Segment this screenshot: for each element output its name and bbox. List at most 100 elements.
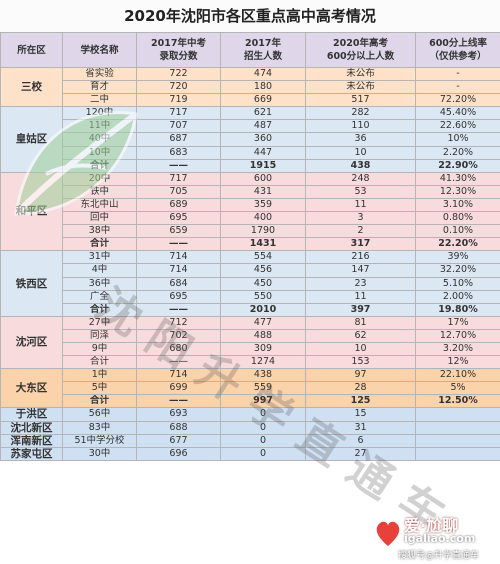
value-cell: 未公布 (305, 66, 416, 82)
heart-logo-icon (376, 521, 400, 546)
value-cell: 438 (220, 368, 306, 383)
value-cell: 659 (136, 224, 221, 239)
value-cell: 97 (305, 368, 416, 383)
school-cell: 11中 (62, 119, 137, 134)
district-cell: 铁西区 (0, 250, 63, 317)
table-row: 二中 719 669 517 72.20% (1, 93, 500, 108)
value-cell: 62 (305, 328, 416, 343)
value-cell: 474 (220, 66, 306, 82)
value-cell: 10% (415, 132, 500, 147)
value-cell: 714 (136, 263, 221, 278)
school-cell: 铁中 (62, 184, 137, 199)
value-cell: 696 (136, 446, 221, 461)
value-cell: 554 (220, 250, 306, 265)
value-cell: 28 (305, 381, 416, 396)
table-row: 育才 720 180 未公布 - (1, 80, 500, 95)
value-cell: 248 (305, 171, 416, 186)
school-cell: 9中 (62, 341, 137, 357)
value-cell: 0.80% (415, 211, 500, 226)
table-row: 皇姑区 120中 717 621 282 45.40% (0, 106, 500, 173)
table-row: 大东区 1中 714 438 97 22.10% (0, 368, 500, 409)
value-cell: —— (136, 158, 221, 173)
table-row: 同泽 702 488 62 12.70% (1, 328, 500, 343)
table-row: 合计 —— 2010 397 19.80% (1, 302, 500, 317)
value-cell: 53 (305, 184, 416, 199)
value-cell: 456 (220, 263, 306, 278)
logo-brand: 爱·尬聊 (404, 516, 459, 535)
value-cell: 487 (220, 119, 306, 134)
district-cell: 苏家屯区 (0, 446, 63, 461)
value-cell: 12.70% (415, 328, 500, 343)
value-cell: 0 (220, 407, 306, 422)
value-cell: 707 (136, 119, 221, 134)
value-cell (415, 446, 500, 461)
school-cell: 广全 (62, 289, 137, 304)
school-cell: 10中 (62, 145, 137, 160)
value-cell: —— (136, 355, 221, 370)
value-cell (415, 420, 500, 435)
school-cell: 合计 (62, 355, 137, 370)
value-cell: 15 (305, 407, 416, 422)
school-cell: 二中 (62, 93, 137, 108)
value-cell: 12.30% (415, 184, 500, 199)
school-cell: 东北中山 (62, 197, 137, 213)
value-cell: 180 (220, 80, 306, 95)
value-cell: 317 (305, 237, 416, 252)
district-cell: 沈北新区 (0, 420, 63, 435)
value-cell: 11 (305, 197, 416, 213)
scores-table: 所在区 学校名称 2017年中考 录取分数 2017年 招生人数 2020年高考… (0, 32, 500, 461)
value-cell: 22.10% (415, 368, 500, 383)
value-cell: 1915 (220, 158, 306, 173)
table-row: 沈河区 27中 712 477 81 17% (0, 315, 500, 370)
value-cell: 2.20% (415, 145, 500, 160)
value-cell: 997 (220, 394, 306, 409)
value-cell: 39% (415, 250, 500, 265)
school-cell: 4中 (62, 263, 137, 278)
school-cell: 合计 (62, 158, 137, 173)
school-cell: 36中 (62, 276, 137, 291)
value-cell: 400 (220, 211, 306, 226)
value-cell: 1431 (220, 237, 306, 252)
value-cell: 3 (305, 211, 416, 226)
school-cell: 38中 (62, 224, 137, 239)
value-cell: 27 (305, 446, 416, 461)
value-cell: 719 (136, 93, 221, 108)
value-cell: 11 (305, 289, 416, 304)
value-cell: —— (136, 302, 221, 317)
value-cell: 705 (136, 184, 221, 199)
value-cell: 688 (136, 420, 221, 435)
value-cell (415, 433, 500, 448)
value-cell: 81 (305, 315, 416, 330)
value-cell: 0 (220, 446, 306, 461)
value-cell: 10 (305, 341, 416, 357)
page-title: 2020年沈阳市各区重点高中高考情况 (0, 0, 500, 32)
table-row: 合计 —— 1915 438 22.90% (1, 158, 500, 173)
table-row: 于洪区 56中 693 0 15 (0, 407, 500, 422)
value-cell: 5.10% (415, 276, 500, 291)
value-cell: —— (136, 394, 221, 409)
value-cell (415, 407, 500, 422)
table-row: 38中 659 1790 2 0.10% (1, 224, 500, 239)
table-row: 回中 695 400 3 0.80% (1, 211, 500, 226)
value-cell: 550 (220, 289, 306, 304)
value-cell: 693 (136, 407, 221, 422)
value-cell: 680 (136, 341, 221, 357)
value-cell: 684 (136, 276, 221, 291)
school-cell: 育才 (62, 80, 137, 95)
value-cell: 22.20% (415, 237, 500, 252)
table-row: 10中 683 447 10 2.20% (1, 145, 500, 160)
school-cell: 51中学分校 (62, 433, 137, 448)
value-cell: 147 (305, 263, 416, 278)
district-cell: 三校 (0, 66, 63, 108)
table-row: 4中 714 456 147 32.20% (1, 263, 500, 278)
table-row: 三校 省实验 722 474 未公布 - (0, 66, 500, 108)
header-school: 学校名称 (62, 32, 137, 68)
value-cell: 32.20% (415, 263, 500, 278)
value-cell: 31 (305, 420, 416, 435)
value-cell: 1274 (220, 355, 306, 370)
value-cell: 3.20% (415, 341, 500, 357)
school-cell: 30中 (62, 446, 137, 461)
table-row: 合计 —— 997 125 12.50% (1, 394, 500, 409)
logo-source: 搜狐号@升学直通车 (398, 551, 480, 561)
district-cell: 和平区 (0, 171, 63, 252)
